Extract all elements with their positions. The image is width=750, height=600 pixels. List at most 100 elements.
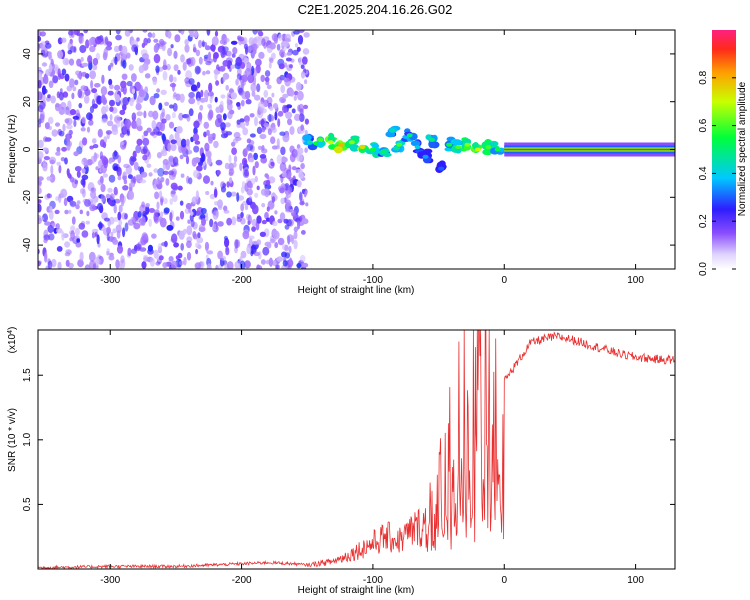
spectrogram-cell bbox=[246, 138, 252, 144]
spectrogram-cell bbox=[173, 76, 177, 83]
spectrogram-cell bbox=[42, 163, 48, 172]
spectrogram-cell bbox=[156, 88, 161, 93]
spectrogram-cell bbox=[253, 152, 258, 161]
spectrogram-cell bbox=[239, 118, 245, 123]
spectrogram-cell bbox=[203, 175, 210, 184]
spectrogram-cell bbox=[115, 30, 121, 35]
spectrogram-cell bbox=[222, 60, 229, 67]
spectrogram-cell bbox=[52, 75, 59, 84]
spectrogram-cell bbox=[241, 181, 246, 188]
spectrogram-cell bbox=[251, 226, 256, 232]
spectrogram-cell bbox=[114, 56, 118, 65]
spectrogram-cell bbox=[274, 111, 278, 121]
spectrogram-cell bbox=[97, 128, 103, 138]
spectrogram-cell bbox=[299, 191, 303, 202]
spectrogram-cell bbox=[104, 217, 110, 222]
spectrogram-cell bbox=[152, 110, 159, 120]
y-tick-label: 20 bbox=[22, 96, 33, 108]
spectrogram-cell bbox=[259, 133, 267, 140]
spectrogram-cell bbox=[46, 193, 52, 199]
spectrogram-cell bbox=[270, 136, 276, 144]
spectrogram-ridge-cell bbox=[349, 144, 360, 152]
spectrogram-cell bbox=[268, 62, 272, 69]
spectrogram-cell bbox=[225, 247, 230, 256]
spectrogram-cell bbox=[195, 91, 201, 102]
spectrogram-cell bbox=[133, 222, 141, 230]
spectrogram-cell bbox=[277, 118, 281, 128]
spectrogram-cell bbox=[122, 85, 127, 95]
spectrogram-cell bbox=[112, 151, 119, 160]
spectrogram-cell bbox=[193, 120, 200, 129]
spectrogram-cell bbox=[165, 162, 171, 171]
x-tick-label: -300 bbox=[100, 575, 120, 586]
spectrogram-cell bbox=[142, 137, 150, 146]
spectrogram-cell bbox=[258, 51, 265, 60]
spectrogram-cell bbox=[287, 118, 293, 126]
spectrogram-cell bbox=[71, 216, 76, 225]
spectrogram-cell bbox=[55, 196, 59, 202]
spectrogram-cell bbox=[153, 44, 159, 53]
spectrogram-ridge-cell bbox=[428, 140, 436, 149]
spectrogram-cell bbox=[296, 180, 302, 188]
spectrogram-cell bbox=[286, 51, 292, 56]
spectrogram-cell bbox=[282, 93, 289, 99]
spectrogram-cell bbox=[208, 105, 212, 110]
spectrogram-cell bbox=[163, 197, 168, 205]
spectrogram-cell bbox=[81, 230, 89, 238]
spectrogram-cell bbox=[294, 113, 301, 121]
spectrogram-cell bbox=[155, 261, 161, 266]
spectrogram-cell bbox=[289, 126, 295, 135]
spectrogram-cell bbox=[38, 199, 42, 204]
spectrogram-cell bbox=[42, 147, 49, 152]
spectrogram-cell bbox=[180, 138, 187, 148]
spectrogram-cell bbox=[195, 248, 199, 255]
spectrogram-cell bbox=[232, 162, 237, 168]
spectrogram-cell bbox=[192, 47, 197, 53]
spectrogram-cell bbox=[188, 177, 193, 185]
spectrogram-cell bbox=[277, 237, 285, 246]
spectrogram-cell bbox=[192, 133, 200, 142]
snr-y-multiplier-suffix: ) bbox=[7, 327, 18, 330]
spectrogram-cell bbox=[130, 216, 136, 223]
spectrogram-cell bbox=[70, 225, 76, 232]
spectrogram-cell bbox=[75, 204, 80, 210]
spectrogram-cell bbox=[198, 39, 203, 49]
spectrogram-cell bbox=[50, 95, 56, 104]
spectrogram-cell bbox=[185, 155, 190, 165]
spectrogram-ridge-layer bbox=[302, 125, 505, 173]
spectrogram-noise-layer bbox=[38, 30, 310, 269]
spectrogram-cell bbox=[38, 72, 42, 81]
spectrogram-cell bbox=[120, 255, 125, 264]
spectrogram-cell bbox=[109, 106, 114, 112]
spectrogram-cell bbox=[110, 231, 114, 237]
spectrogram-cell bbox=[114, 189, 118, 196]
spectrogram-cell bbox=[251, 218, 257, 227]
colorbar-tick-label: 0.4 bbox=[698, 166, 709, 180]
colorbar-gradient bbox=[712, 30, 736, 269]
spectrogram-cell bbox=[273, 230, 280, 240]
spectrogram-cell bbox=[47, 225, 54, 233]
spectrogram-cell bbox=[279, 131, 286, 136]
spectrogram-cell bbox=[274, 210, 278, 215]
spectrogram-cell bbox=[49, 173, 56, 183]
spectrogram-cell bbox=[69, 176, 75, 183]
spectrogram-cell bbox=[208, 82, 213, 93]
spectrogram-cell bbox=[144, 86, 149, 94]
spectrogram-cell bbox=[168, 256, 174, 262]
spectrogram-cell bbox=[79, 209, 84, 215]
spectrogram-cell bbox=[91, 88, 98, 94]
spectrogram-cell bbox=[224, 122, 231, 128]
spectrogram-cell bbox=[234, 260, 242, 269]
spectrogram-cell bbox=[64, 241, 71, 248]
spectrogram-cell bbox=[81, 174, 89, 181]
spectrogram-cell bbox=[240, 121, 246, 129]
spectrogram-cell bbox=[240, 211, 244, 219]
spectrogram-cell bbox=[169, 212, 173, 222]
spectrogram-cell bbox=[279, 212, 286, 221]
spectrogram-cell bbox=[256, 83, 261, 93]
spectrogram-cell bbox=[214, 30, 219, 37]
spectrogram-cell bbox=[216, 113, 223, 120]
spectrogram-cell bbox=[132, 150, 137, 159]
spectrogram-cell bbox=[240, 99, 245, 107]
spectrogram-cell bbox=[174, 34, 181, 43]
